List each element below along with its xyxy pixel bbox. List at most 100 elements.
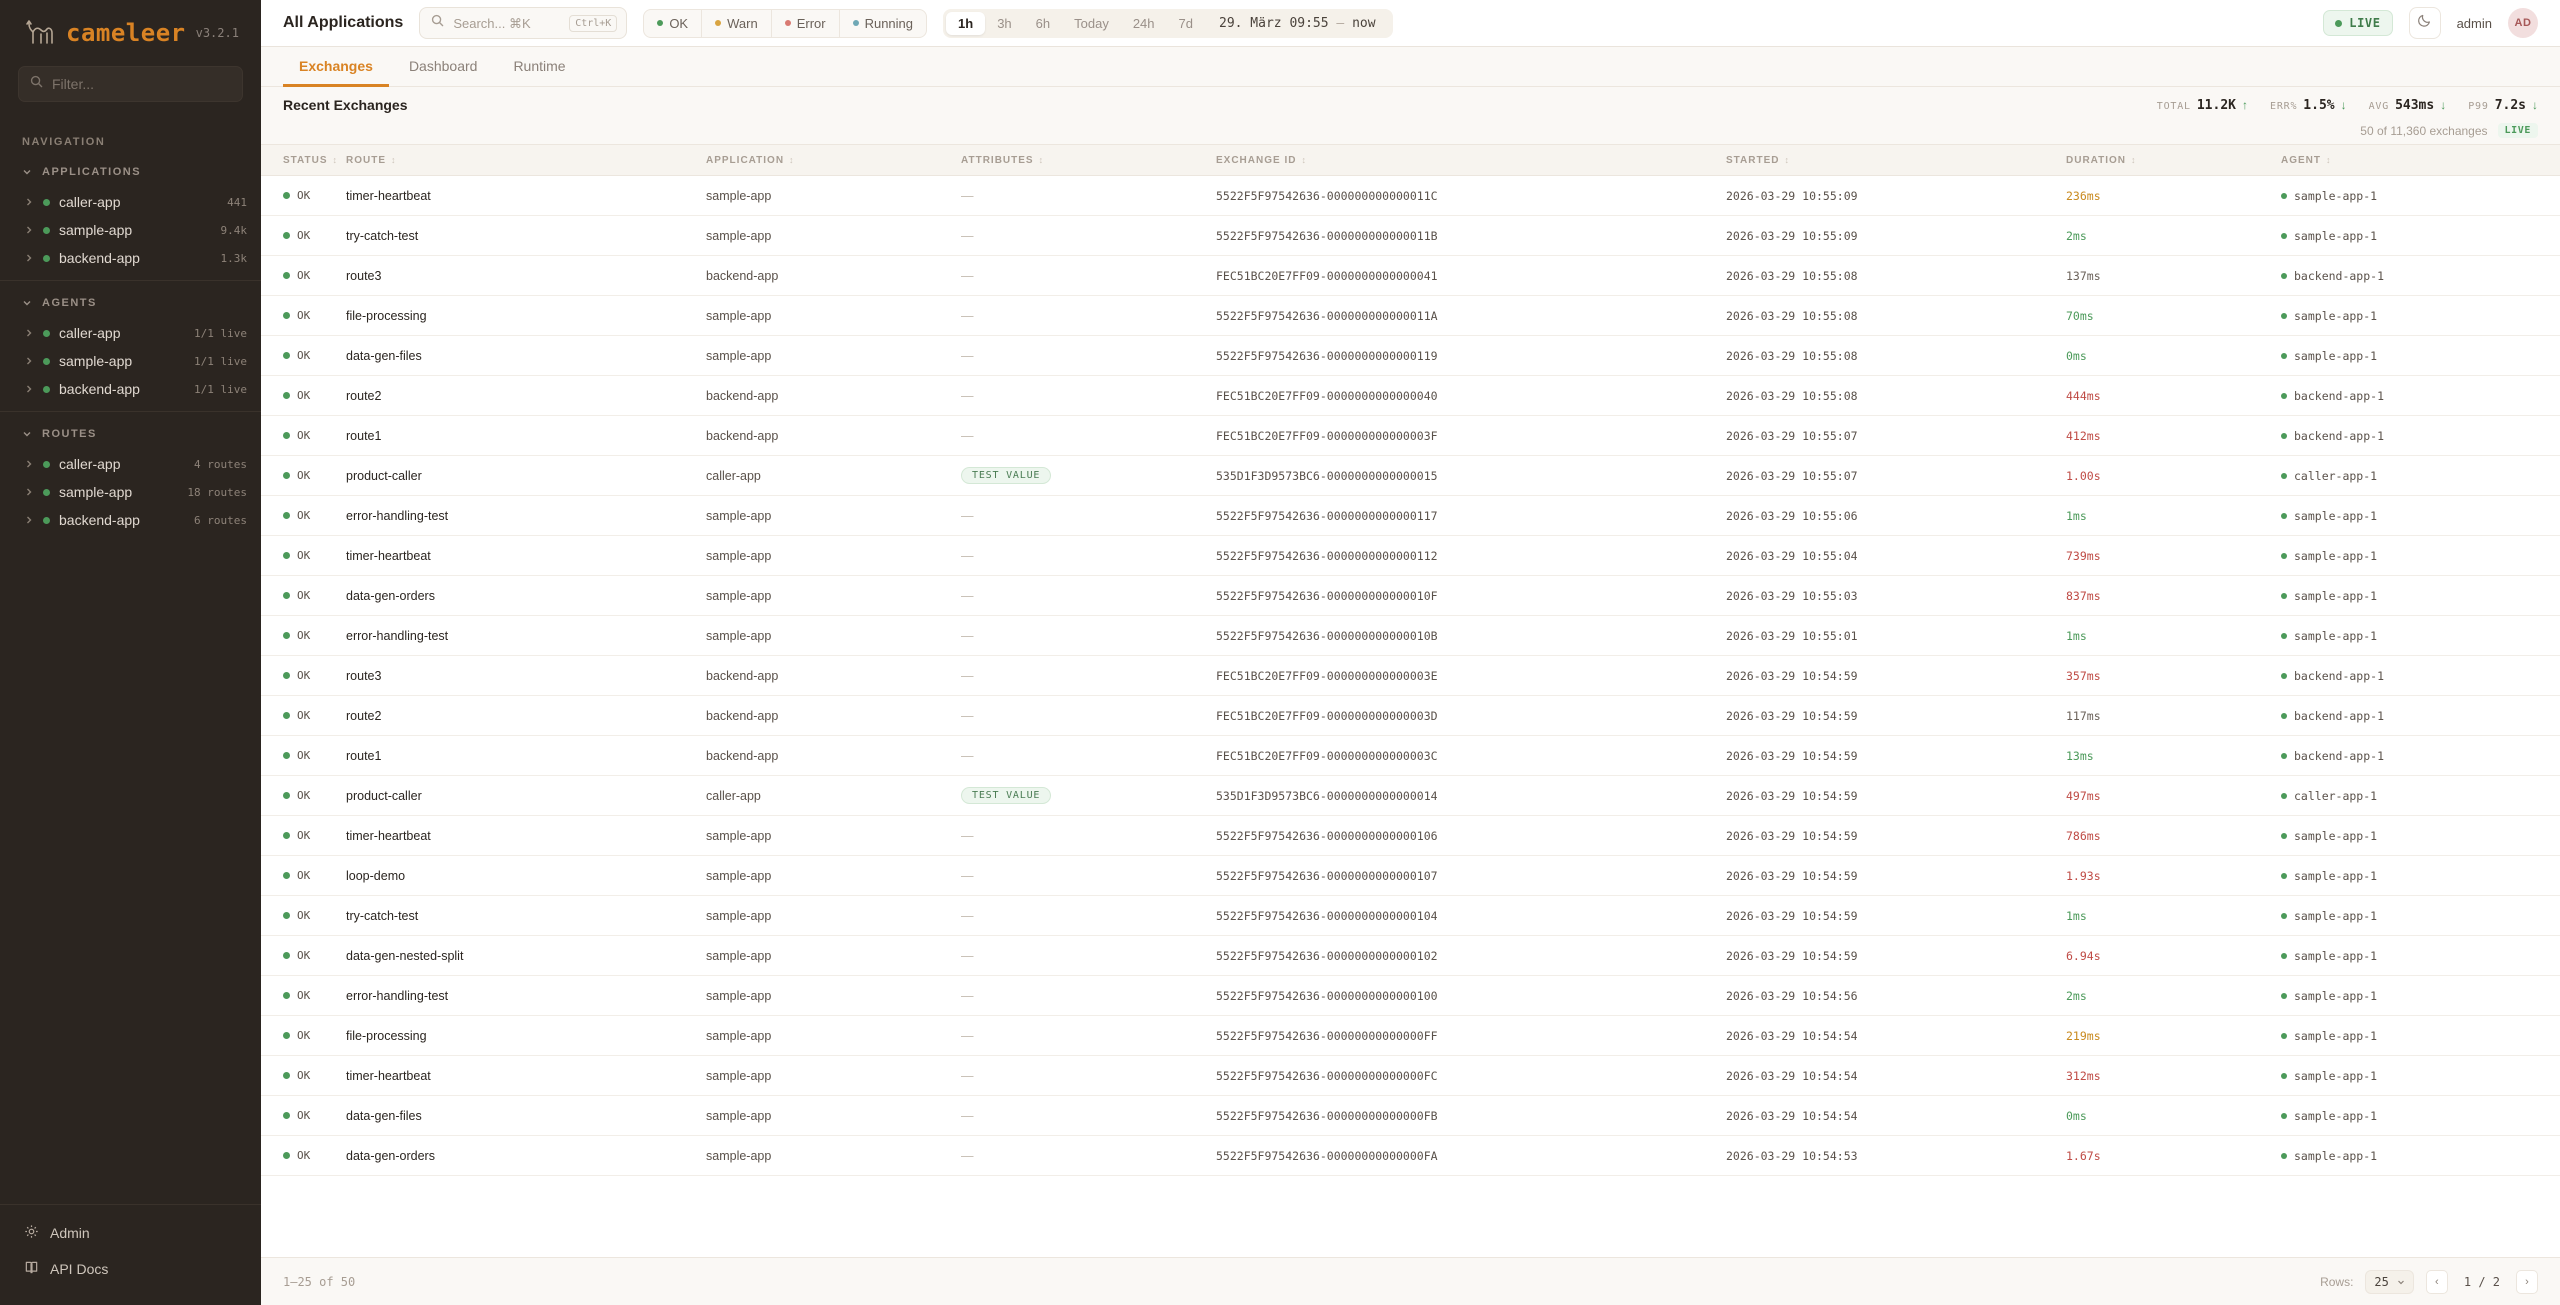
started-timestamp: 2026-03-29 10:55:08 — [1726, 308, 1858, 323]
col-header-status[interactable]: STATUS ↕ — [261, 144, 346, 176]
tab-bar: Exchanges Dashboard Runtime — [261, 47, 2560, 87]
sidebar-group-header-agents[interactable]: AGENTS — [0, 291, 261, 319]
table-row[interactable]: OK route3 backend-app — FEC51BC20E7FF09-0000… — [261, 655, 2560, 696]
agent-status-dot-icon — [2281, 1072, 2287, 1079]
table-row[interactable]: OK file-processing sample-app — 5522F5F97542… — [261, 295, 2560, 336]
col-header-label: EXCHANGE ID — [1216, 154, 1297, 166]
table-row[interactable]: OK product-caller caller-app TEST VALUE 535D… — [261, 455, 2560, 496]
sidebar-group-header-applications[interactable]: APPLICATIONS — [0, 160, 261, 188]
cell-started: 2026-03-29 10:54:59 — [1726, 735, 2066, 776]
table-row[interactable]: OK route2 backend-app — FEC51BC20E7FF09-0000… — [261, 375, 2560, 416]
application-name: sample-app — [706, 348, 772, 363]
search-box[interactable]: Ctrl+K — [419, 7, 628, 39]
exchanges-table-wrap[interactable]: STATUS ↕ ROUTE ↕ APPLICATION ↕ ATTRIBUTES ↕ EXCH… — [261, 144, 2560, 1257]
table-row[interactable]: OK product-caller caller-app TEST VALUE 535D… — [261, 775, 2560, 816]
status-filter-running[interactable]: Running — [840, 10, 926, 37]
time-range-display[interactable]: 29. März 09:55 – now — [1205, 12, 1390, 35]
tab-runtime[interactable]: Runtime — [513, 57, 566, 74]
sidebar-item-api-docs[interactable]: API Docs — [0, 1251, 261, 1287]
sidebar-item-backend-app[interactable]: backend-app 1.3k — [0, 244, 261, 272]
table-row[interactable]: OK error-handling-test sample-app — 5522F5F9… — [261, 975, 2560, 1016]
table-row[interactable]: OK data-gen-files sample-app — 5522F5F975426… — [261, 335, 2560, 376]
next-page-button[interactable]: › — [2516, 1269, 2538, 1294]
col-header-agent[interactable]: AGENT ↕ — [2281, 144, 2560, 176]
table-row[interactable]: OK route1 backend-app — FEC51BC20E7FF09-0000… — [261, 735, 2560, 776]
sidebar-item-backend-app[interactable]: backend-app 6 routes — [0, 506, 261, 534]
tab-exchanges[interactable]: Exchanges — [283, 47, 389, 87]
table-row[interactable]: OK data-gen-orders sample-app — 5522F5F97542… — [261, 575, 2560, 616]
table-row[interactable]: OK file-processing sample-app — 5522F5F97542… — [261, 1015, 2560, 1056]
table-row[interactable]: OK route3 backend-app — FEC51BC20E7FF09-0000… — [261, 255, 2560, 296]
sidebar-item-sample-app[interactable]: sample-app 18 routes — [0, 478, 261, 506]
route-name: timer-heartbeat — [346, 828, 431, 843]
live-status-badge[interactable]: LIVE — [2323, 10, 2393, 36]
sidebar-item-caller-app[interactable]: caller-app 441 — [0, 188, 261, 216]
col-header-application[interactable]: APPLICATION ↕ — [706, 144, 961, 176]
table-row[interactable]: OK route1 backend-app — FEC51BC20E7FF09-0000… — [261, 415, 2560, 456]
col-header-route[interactable]: ROUTE ↕ — [346, 144, 706, 176]
table-row[interactable]: OK route2 backend-app — FEC51BC20E7FF09-0000… — [261, 695, 2560, 736]
cell-application: sample-app — [706, 1015, 961, 1056]
theme-toggle-button[interactable] — [2408, 7, 2441, 39]
prev-page-button[interactable]: ‹ — [2425, 1269, 2448, 1294]
table-row[interactable]: OK try-catch-test sample-app — 5522F5F975426… — [261, 215, 2560, 256]
stat-key: P99 — [2468, 100, 2489, 112]
status-label: OK — [297, 909, 311, 922]
status-label: OK — [297, 549, 311, 562]
agent-name: sample-app-1 — [2294, 1028, 2378, 1043]
time-range-today[interactable]: Today — [1074, 15, 1109, 31]
attribute-badge: TEST VALUE — [961, 467, 1052, 484]
col-header-started[interactable]: STARTED ↕ — [1726, 144, 2066, 176]
status-filter-warn[interactable]: Warn — [702, 9, 772, 37]
col-header-attributes[interactable]: ATTRIBUTES ↕ — [961, 144, 1216, 176]
sidebar-filter[interactable] — [18, 66, 243, 102]
table-row[interactable]: OK data-gen-files sample-app — 5522F5F975426… — [261, 1095, 2560, 1136]
col-header-exchange-id[interactable]: EXCHANGE ID ↕ — [1216, 144, 1726, 176]
table-row[interactable]: OK data-gen-orders sample-app — 5522F5F97542… — [261, 1135, 2560, 1176]
user-name[interactable]: admin — [2456, 15, 2492, 31]
status-dot-icon — [283, 952, 290, 959]
started-timestamp: 2026-03-29 10:54:59 — [1726, 788, 1858, 803]
sidebar-group-header-routes[interactable]: ROUTES — [0, 422, 261, 450]
table-row[interactable]: OK timer-heartbeat sample-app — 5522F5F97542… — [261, 535, 2560, 576]
time-range-7d[interactable]: 7d — [1178, 15, 1193, 31]
table-row[interactable]: OK loop-demo sample-app — 5522F5F97542636-00… — [261, 855, 2560, 896]
route-name: file-processing — [346, 1028, 427, 1043]
cell-route: timer-heartbeat — [346, 175, 706, 216]
cell-application: caller-app — [706, 455, 961, 496]
status-dot-icon — [283, 752, 290, 759]
avatar[interactable]: AD — [2508, 8, 2538, 38]
cell-exchange-id: FEC51BC20E7FF09-000000000000003E — [1216, 655, 1726, 696]
agent-status-dot-icon — [2281, 552, 2287, 559]
col-header-duration[interactable]: DURATION ↕ — [2066, 144, 2281, 176]
cell-started: 2026-03-29 10:55:09 — [1726, 215, 2066, 256]
cell-exchange-id: 5522F5F97542636-000000000000011A — [1216, 295, 1726, 336]
table-row[interactable]: OK try-catch-test sample-app — 5522F5F975426… — [261, 895, 2560, 936]
cell-application: sample-app — [706, 895, 961, 936]
sidebar-item-sample-app[interactable]: sample-app 1/1 live — [0, 347, 261, 375]
table-row[interactable]: OK timer-heartbeat sample-app — 5522F5F97542… — [261, 175, 2560, 216]
sidebar-item-sample-app[interactable]: sample-app 9.4k — [0, 216, 261, 244]
sidebar-item-caller-app[interactable]: caller-app 1/1 live — [0, 319, 261, 347]
status-filter-error[interactable]: Error — [772, 9, 840, 37]
table-row[interactable]: OK error-handling-test sample-app — 5522F5F9… — [261, 495, 2560, 536]
status-filter-ok[interactable]: OK — [644, 9, 703, 37]
time-range-3h[interactable]: 3h — [997, 15, 1012, 31]
cell-route: try-catch-test — [346, 215, 706, 256]
sidebar-footer: Admin API Docs — [0, 1204, 261, 1305]
sidebar-item-caller-app[interactable]: caller-app 4 routes — [0, 450, 261, 478]
time-range-6h[interactable]: 6h — [1035, 15, 1051, 31]
sidebar-filter-input[interactable] — [52, 76, 231, 92]
table-row[interactable]: OK timer-heartbeat sample-app — 5522F5F97542… — [261, 815, 2560, 856]
rows-per-page-select[interactable]: 25 — [2365, 1269, 2414, 1294]
sidebar-item-backend-app[interactable]: backend-app 1/1 live — [0, 375, 261, 403]
started-timestamp: 2026-03-29 10:54:59 — [1726, 868, 1858, 883]
time-range-1h[interactable]: 1h — [946, 11, 986, 35]
table-row[interactable]: OK timer-heartbeat sample-app — 5522F5F97542… — [261, 1055, 2560, 1096]
tab-dashboard[interactable]: Dashboard — [408, 57, 478, 74]
search-input[interactable] — [453, 15, 561, 31]
table-row[interactable]: OK error-handling-test sample-app — 5522F5F9… — [261, 615, 2560, 656]
table-row[interactable]: OK data-gen-nested-split sample-app — 5522F5… — [261, 935, 2560, 976]
time-range-24h[interactable]: 24h — [1132, 15, 1155, 31]
sidebar-item-admin[interactable]: Admin — [0, 1215, 261, 1251]
